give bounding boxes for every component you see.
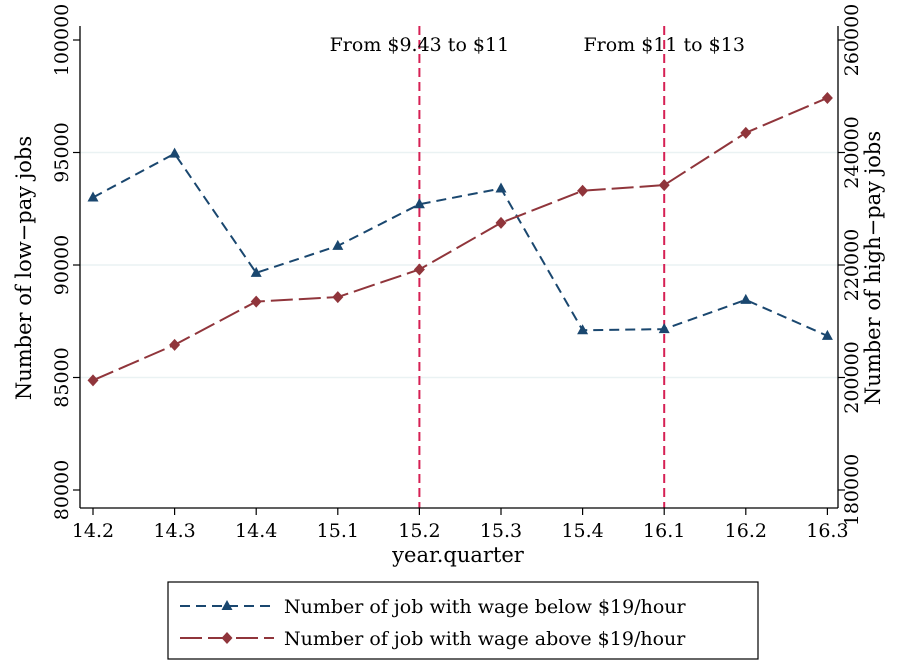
series-layer	[87, 91, 833, 387]
legend-label: Number of job with wage above $19/hour	[284, 628, 686, 650]
left-y-tick-label: 80000	[51, 460, 73, 520]
x-tick-label: 15.4	[561, 520, 603, 542]
data-point-diamond	[332, 291, 344, 304]
x-axis-title: year.quarter	[391, 543, 525, 567]
data-point-diamond	[577, 184, 589, 197]
data-point-triangle	[821, 329, 833, 340]
legend-box	[167, 581, 759, 660]
data-point-diamond	[169, 338, 181, 351]
x-tick-label: 14.2	[72, 520, 114, 542]
annotation-label: From $9.43 to $11	[330, 34, 510, 56]
annotation-label: From $11 to $13	[583, 34, 744, 56]
legend: Number of job with wage below $19/hour Nu…	[167, 581, 759, 660]
axes: 80000 85000 90000 95000 100000 180000 200000 22…	[51, 4, 863, 542]
data-point-diamond	[495, 216, 507, 229]
series-line	[92, 152, 828, 337]
data-point-triangle	[740, 293, 752, 304]
right-y-tick-label: 180000	[841, 454, 863, 527]
left-y-tick-label: 95000	[51, 122, 73, 182]
right-y-tick-label: 220000	[841, 229, 863, 302]
right-y-tick-label: 200000	[841, 341, 863, 414]
data-point-triangle	[658, 323, 670, 334]
series-line	[92, 97, 828, 382]
left-y-tick-label: 90000	[51, 235, 73, 295]
left-y-axis-title: Number of low−pay jobs	[12, 136, 36, 400]
data-point-triangle	[413, 198, 425, 209]
data-point-diamond	[658, 179, 670, 192]
left-y-tick-label: 85000	[51, 347, 73, 407]
data-point-triangle	[577, 324, 589, 335]
x-tick-label: 15.1	[317, 520, 359, 542]
right-y-tick-label: 240000	[841, 116, 863, 189]
x-tick-label: 16.3	[806, 520, 848, 542]
legend-marker-diamond	[221, 632, 233, 644]
data-point-triangle	[250, 266, 262, 277]
annotation-labels: From $9.43 to $11 From $11 to $13	[330, 34, 745, 56]
x-tick-label: 16.1	[643, 520, 685, 542]
x-tick-label: 14.4	[235, 520, 277, 542]
data-point-triangle	[495, 182, 507, 193]
legend-label: Number of job with wage below $19/hour	[284, 596, 687, 618]
x-tick-label: 14.3	[153, 520, 195, 542]
legend-marker-triangle	[221, 600, 233, 610]
data-point-diamond	[821, 91, 833, 104]
data-point-triangle	[169, 147, 181, 158]
data-point-triangle	[332, 239, 344, 250]
data-point-triangle	[87, 191, 99, 202]
right-y-axis-title: Number of high−pay jobs	[861, 131, 885, 405]
x-tick-label: 16.2	[725, 520, 767, 542]
data-point-diamond	[250, 295, 262, 308]
data-point-diamond	[87, 374, 99, 387]
gridlines	[80, 151, 838, 379]
right-y-tick-label: 260000	[841, 4, 863, 77]
x-tick-label: 15.2	[398, 520, 440, 542]
x-tick-label: 15.3	[480, 520, 522, 542]
data-point-diamond	[740, 126, 752, 139]
data-point-diamond	[413, 263, 425, 276]
annotation-lines	[418, 26, 666, 508]
left-y-tick-label: 100000	[51, 4, 73, 77]
